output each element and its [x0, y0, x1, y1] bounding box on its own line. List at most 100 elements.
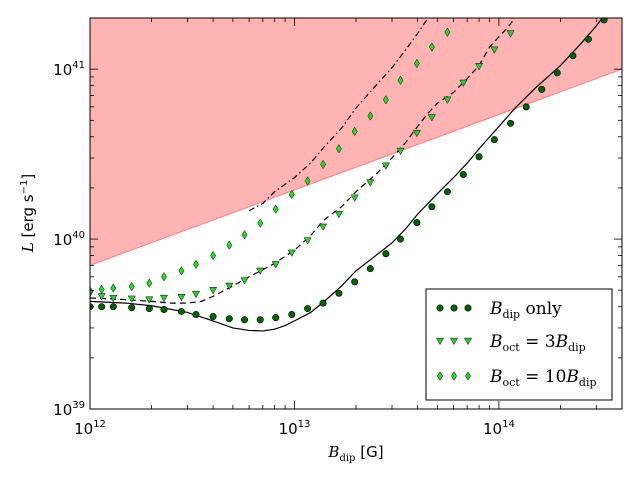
- point-dip: [428, 203, 436, 211]
- y-tick-label: 1040: [53, 230, 85, 249]
- point-oct3: [145, 296, 154, 304]
- point-oct3: [191, 290, 201, 299]
- point-oct3: [366, 179, 375, 187]
- point-oct10: [110, 283, 117, 293]
- point-oct3: [334, 211, 343, 219]
- point-oct10: [272, 204, 279, 214]
- point-oct3: [475, 63, 484, 71]
- x-tick-label: 1014: [483, 419, 515, 438]
- point-oct10: [241, 230, 248, 240]
- line-dashed: [90, 18, 516, 304]
- point-oct10: [336, 144, 342, 154]
- point-oct10: [257, 218, 264, 228]
- legend-marker-dip: [450, 304, 458, 312]
- point-dip: [459, 170, 467, 178]
- point-oct3: [303, 237, 312, 245]
- point-oct10: [320, 159, 326, 170]
- point-dip: [272, 314, 280, 322]
- point-oct3: [271, 261, 280, 269]
- point-oct10: [128, 281, 135, 292]
- point-dip: [256, 316, 264, 324]
- point-oct3: [209, 287, 218, 295]
- point-oct3: [177, 294, 186, 302]
- point-dip: [382, 250, 390, 258]
- point-oct3: [396, 147, 405, 156]
- point-oct10: [413, 58, 420, 69]
- point-oct3: [159, 294, 168, 303]
- x-tick-label: 1012: [74, 419, 106, 438]
- point-oct10: [226, 240, 233, 250]
- x-tick-label: 1013: [279, 419, 311, 438]
- legend-label-oct3: Boct = 3Bdip: [489, 332, 586, 354]
- point-dip: [192, 310, 200, 318]
- model-lines-layer: [90, 18, 603, 332]
- excluded-region-layer: [90, 18, 622, 266]
- legend-marker-dip: [436, 304, 444, 312]
- point-oct3: [506, 30, 515, 38]
- point-oct3: [225, 282, 234, 291]
- point-oct10: [428, 42, 435, 52]
- point-oct10: [382, 95, 389, 105]
- point-oct3: [240, 277, 249, 285]
- point-dip: [396, 235, 404, 243]
- point-dip: [600, 18, 608, 24]
- point-dip: [160, 306, 168, 314]
- point-dip: [109, 303, 117, 311]
- point-oct10: [288, 189, 295, 200]
- point-oct3: [459, 79, 468, 88]
- point-oct10: [178, 266, 185, 276]
- x-axis-label: Bdip [G]: [327, 443, 383, 464]
- point-dip: [522, 103, 530, 111]
- y-axis-label: L [erg s−1]: [19, 174, 37, 253]
- legend-markers: [435, 304, 473, 381]
- point-dip: [351, 278, 359, 286]
- point-oct3: [443, 96, 452, 104]
- point-dip: [225, 315, 233, 323]
- point-dip: [538, 85, 546, 93]
- point-oct3: [381, 162, 390, 170]
- point-oct3: [127, 295, 136, 303]
- point-dip: [584, 35, 592, 43]
- data-markers-layer: [90, 18, 608, 324]
- point-dip: [569, 52, 577, 60]
- y-tick-label: 1039: [53, 400, 85, 419]
- legend-label-dip: Bdip only: [489, 299, 562, 321]
- point-oct3: [109, 294, 118, 303]
- point-oct10: [367, 111, 374, 121]
- point-oct3: [256, 267, 265, 275]
- point-oct10: [397, 75, 404, 85]
- point-dip: [145, 305, 153, 313]
- point-oct3: [287, 249, 296, 257]
- point-oct10: [98, 284, 105, 295]
- point-oct3: [319, 223, 328, 231]
- point-oct10: [90, 286, 93, 296]
- point-oct10: [161, 272, 167, 282]
- point-dip: [490, 136, 498, 144]
- point-oct3: [490, 46, 499, 54]
- point-dip: [209, 313, 217, 321]
- legend-marker-dip: [464, 304, 472, 312]
- legend-marker-oct10: [451, 371, 457, 381]
- point-oct10: [210, 250, 216, 261]
- point-dip: [98, 303, 106, 311]
- point-dip: [177, 307, 185, 315]
- point-oct3: [427, 114, 436, 122]
- point-dip: [553, 69, 561, 77]
- legend-marker-oct10: [437, 371, 443, 381]
- point-dip: [335, 289, 343, 297]
- legend-marker-oct10: [465, 371, 471, 381]
- point-oct10: [146, 278, 153, 288]
- excluded-region-boundary: [90, 68, 622, 266]
- legend: Bdip only Boct = 3Bdip Boct = 10Bdip: [425, 288, 613, 401]
- line-solid: [90, 18, 603, 332]
- point-dip: [443, 188, 451, 196]
- ticks-layer: 1012 1013 1014 1039 1040 1041: [53, 18, 622, 438]
- point-dip: [304, 305, 312, 313]
- line-dash-dot: [248, 18, 429, 212]
- point-dip: [507, 119, 515, 127]
- point-dip: [128, 304, 136, 312]
- point-oct10: [351, 126, 358, 137]
- point-dip: [413, 219, 421, 227]
- excluded-region: [90, 18, 622, 266]
